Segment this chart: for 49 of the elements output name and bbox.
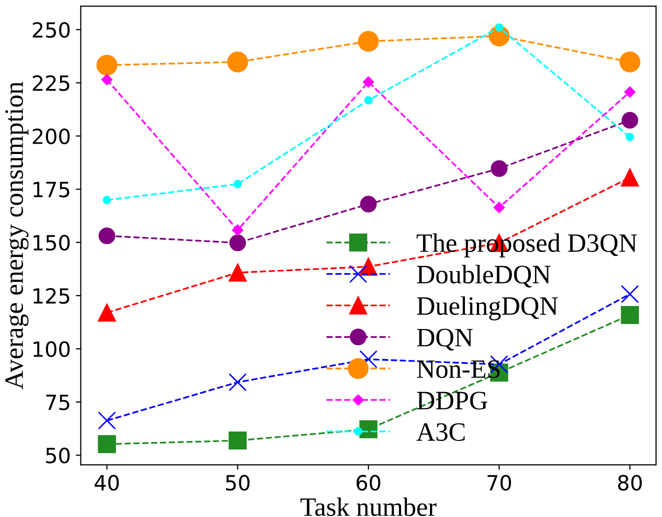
point [364, 96, 373, 104]
y-tick-label: 250 [32, 22, 70, 38]
point [624, 86, 636, 98]
x-tick-label: 40 [94, 474, 119, 491]
point [98, 435, 116, 454]
point [490, 160, 508, 177]
y-axis-title: Average energy consumption [5, 82, 28, 390]
point [98, 227, 116, 244]
point [229, 234, 246, 252]
y-tick-label: 200 [32, 128, 70, 144]
y-tick-label: 75 [46, 394, 70, 410]
point [622, 112, 638, 129]
y-tick-label: 225 [32, 75, 70, 92]
legend-label: DoubleDQN [416, 264, 550, 288]
y-tick-label: 175 [34, 182, 70, 198]
point [359, 350, 378, 368]
y-tick-label: 125 [34, 288, 70, 304]
legend-label: DuelingDQN [416, 296, 558, 320]
point [228, 431, 247, 450]
y-tick-label: 150 [34, 234, 70, 251]
point [228, 373, 247, 392]
point [232, 224, 244, 236]
x-tick-label: 50 [226, 474, 250, 491]
x-tick-label: 70 [488, 474, 512, 491]
point [620, 306, 639, 324]
x-tick-label: 60 [356, 474, 380, 491]
legend-label: A3C [416, 423, 465, 441]
x-axis-title: Task number [300, 497, 436, 516]
point [228, 264, 247, 282]
point [619, 52, 640, 72]
legend-label: DQN [416, 328, 473, 351]
x-tick-label: 80 [618, 474, 642, 491]
point [102, 196, 112, 204]
point [358, 30, 379, 52]
y-tick-label: 50 [46, 448, 70, 464]
point [620, 168, 639, 187]
point [101, 74, 113, 86]
point [98, 411, 116, 430]
point [227, 52, 248, 72]
point [360, 196, 377, 212]
point [494, 23, 504, 32]
point [620, 285, 639, 304]
point [494, 202, 505, 214]
point [626, 132, 634, 142]
y-tick-label: 100 [34, 341, 70, 358]
point [96, 54, 118, 76]
point [233, 180, 242, 188]
point [362, 76, 374, 88]
point [98, 304, 116, 322]
